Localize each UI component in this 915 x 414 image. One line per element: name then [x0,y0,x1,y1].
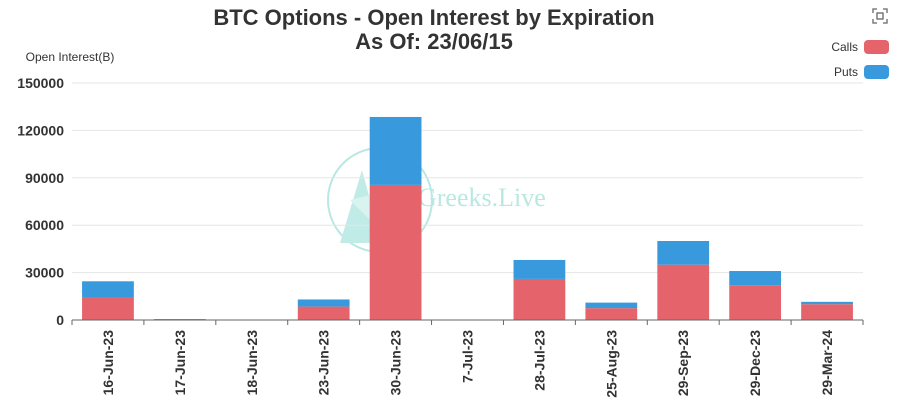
x-tick-label: 29-Sep-23 [675,330,691,396]
legend-item-puts[interactable]: Puts [834,65,889,79]
y-tick-label: 90000 [25,170,64,186]
y-tick-label: 150000 [17,75,64,91]
legend-label-calls: Calls [831,40,858,54]
bar-puts-30-Jun-23[interactable] [369,116,422,185]
legend-label-puts: Puts [833,65,858,79]
watermark-text: Greeks.Live [418,183,546,212]
bar-puts-29-Sep-23[interactable] [657,241,710,265]
bar-calls-23-Jun-23[interactable] [297,306,350,320]
x-tick-label: 17-Jun-23 [172,330,188,396]
x-tick-label: 29-Mar-24 [819,330,835,396]
bar-calls-16-Jun-23[interactable] [82,297,134,320]
chart-subtitle: As Of: 23/06/15 [355,29,513,54]
restore-icon[interactable] [871,7,889,25]
bar-puts-28-Jul-23[interactable] [513,259,566,279]
bar-puts-23-Jun-23[interactable] [297,299,350,307]
bar-calls-30-Jun-23[interactable] [369,184,422,320]
x-tick-label: 25-Aug-23 [603,330,619,398]
watermark: Greeks.Live [327,147,546,253]
y-tick-label: 60000 [25,217,64,233]
chart-title: BTC Options - Open Interest by Expiratio… [213,5,655,30]
x-tick-label: 30-Jun-23 [388,330,404,396]
bar-calls-29-Sep-23[interactable] [657,264,710,320]
bar-calls-28-Jul-23[interactable] [513,278,566,320]
bar-puts-25-Aug-23[interactable] [585,302,638,309]
y-tick-label: 30000 [25,265,64,281]
legend-swatch-puts [864,65,889,79]
y-tick-label: 120000 [17,122,64,138]
y-axis-label: Open Interest(B) [26,50,115,64]
bar-puts-29-Dec-23[interactable] [729,271,782,286]
y-tick-label: 0 [56,312,64,328]
x-tick-label: 23-Jun-23 [316,330,332,396]
x-tick-label: 29-Dec-23 [747,330,763,396]
bar-calls-29-Mar-24[interactable] [801,304,853,320]
legend-swatch-calls [864,40,889,54]
x-tick-label: 28-Jul-23 [531,330,547,391]
bar-calls-25-Aug-23[interactable] [585,308,638,320]
x-tick-label: 18-Jun-23 [244,330,260,396]
bar-puts-16-Jun-23[interactable] [82,281,134,298]
x-tick-label: 16-Jun-23 [100,330,116,396]
x-tick-label: 7-Jul-23 [460,330,476,383]
bar-calls-29-Dec-23[interactable] [729,285,782,320]
legend-item-calls[interactable]: Calls [831,40,889,54]
bar-puts-29-Mar-24[interactable] [801,301,853,305]
